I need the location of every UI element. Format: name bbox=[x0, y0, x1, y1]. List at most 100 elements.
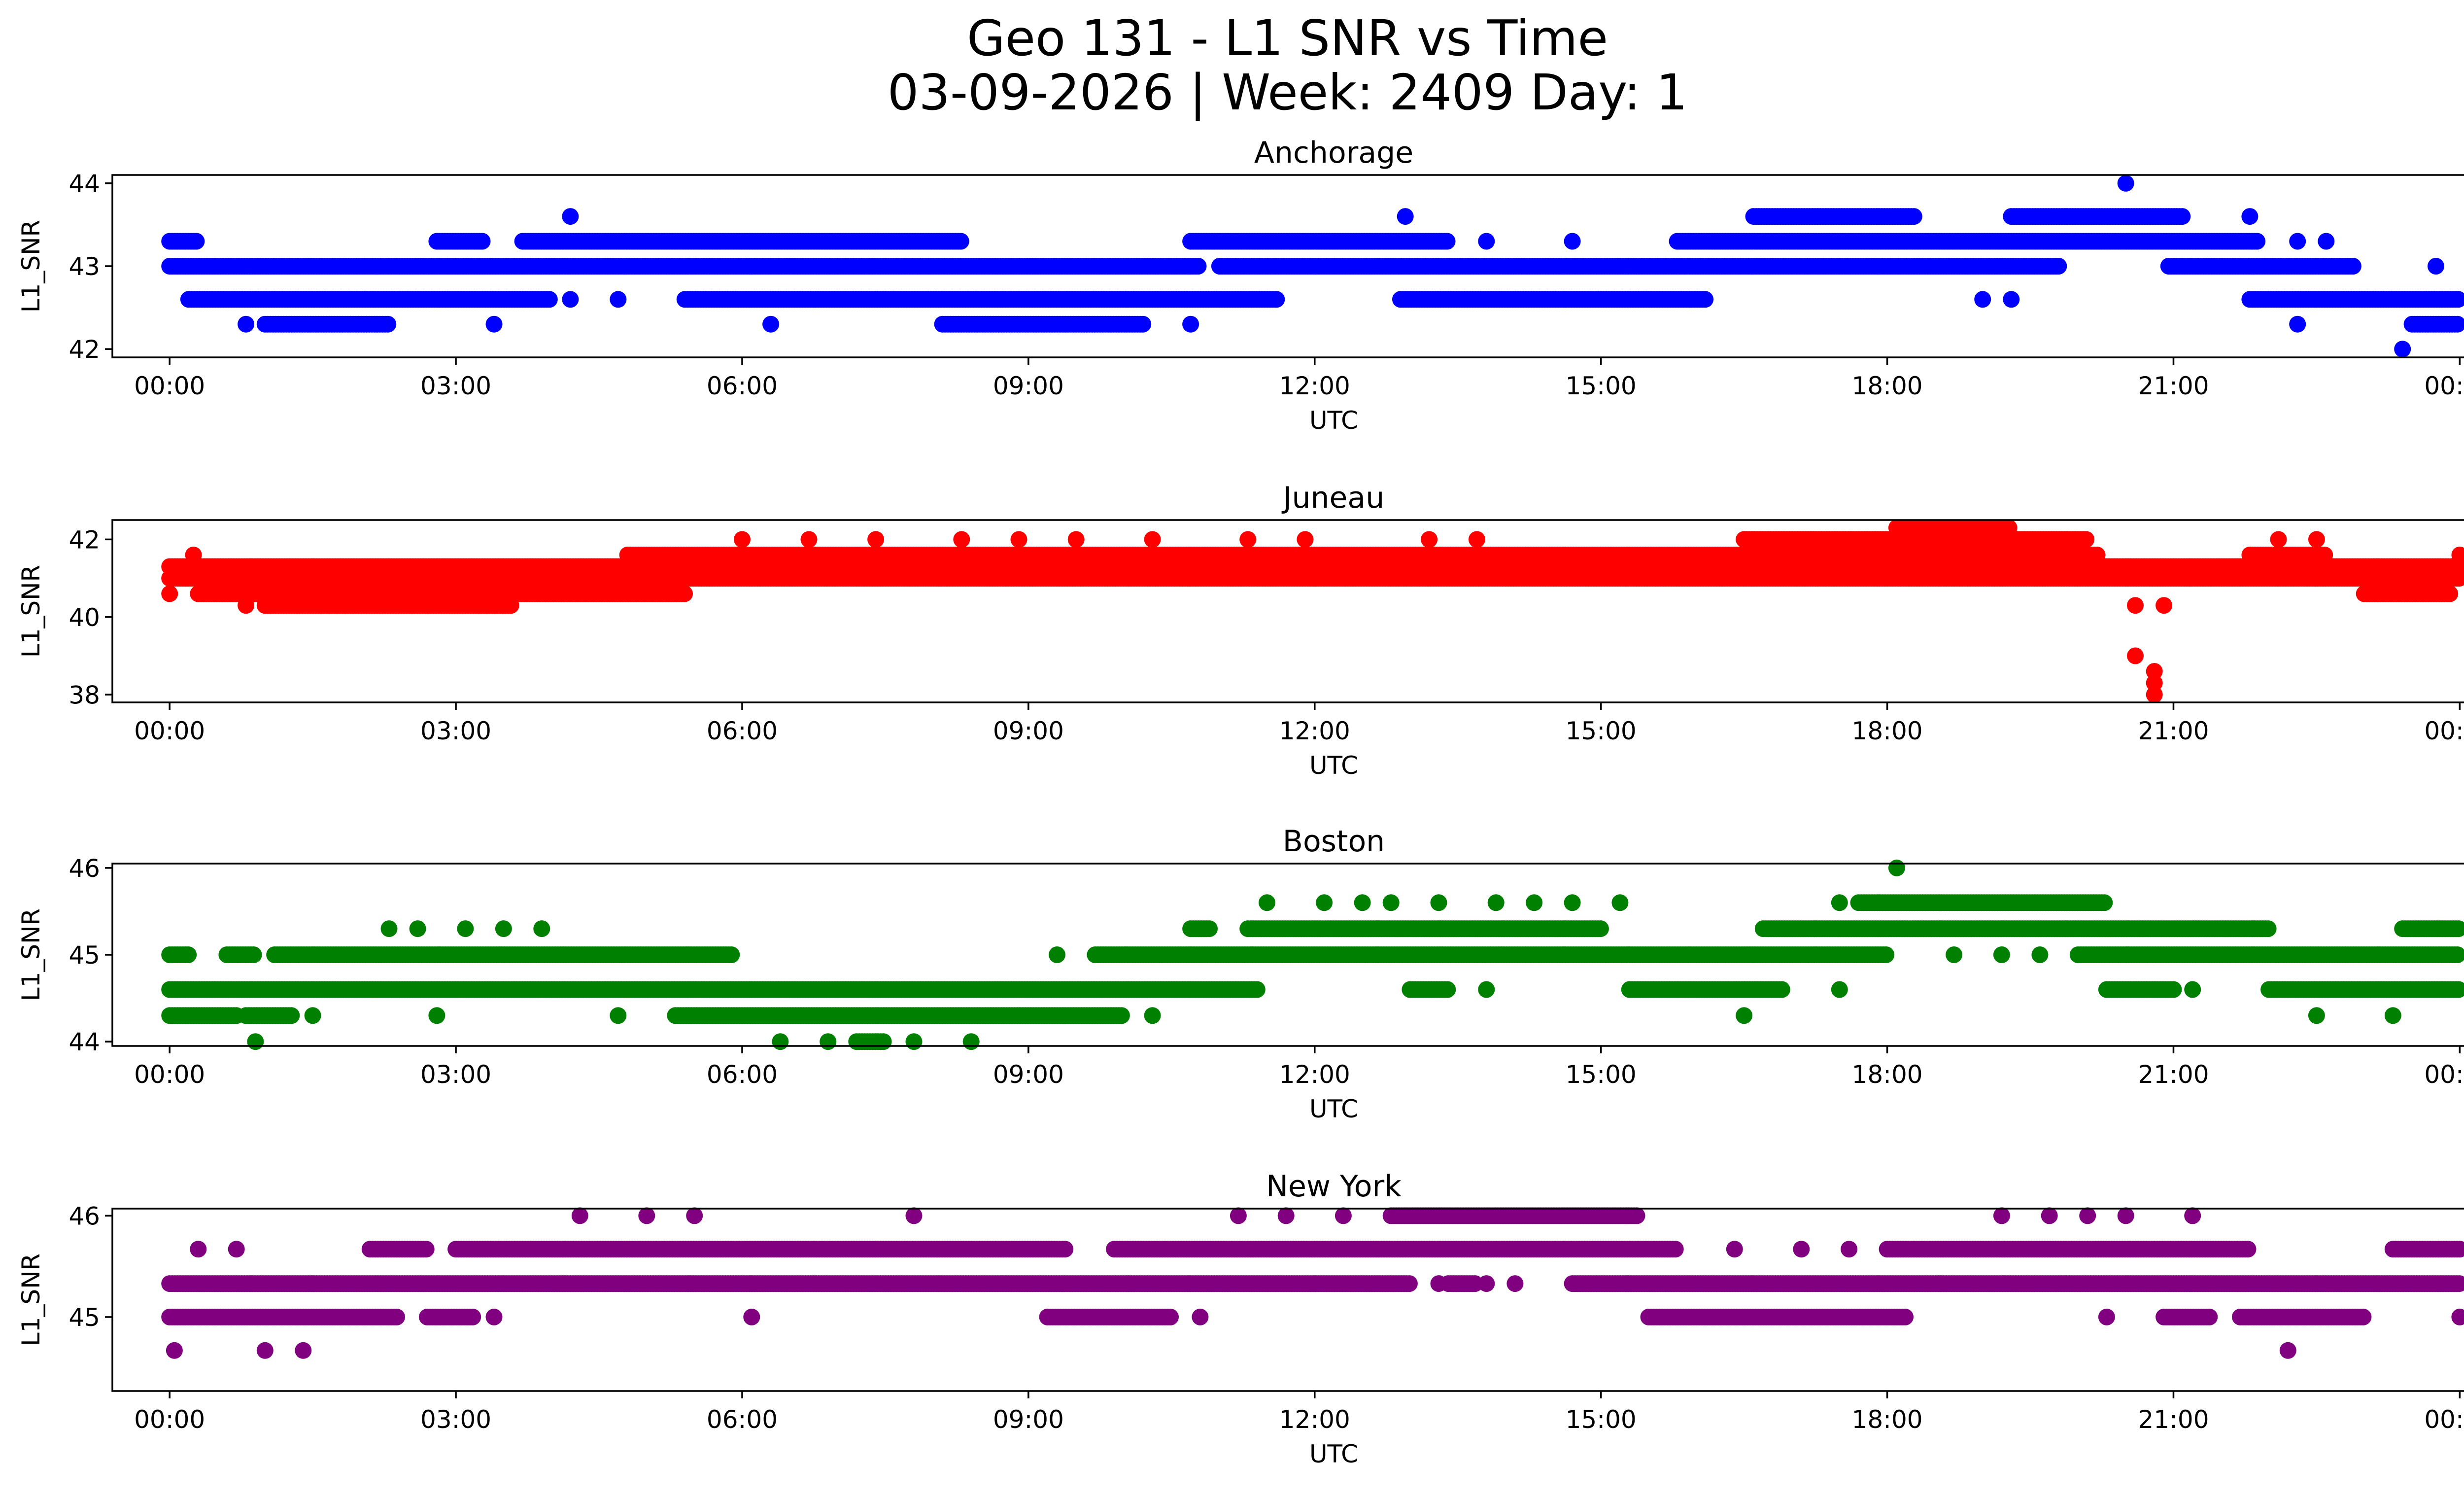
x-tick-label: 09:00 bbox=[993, 717, 1064, 745]
data-point bbox=[2441, 585, 2459, 602]
data-point bbox=[867, 531, 885, 548]
data-point bbox=[2050, 258, 2067, 275]
x-tick-label: 18:00 bbox=[1852, 717, 1923, 745]
x-tick-label: 03:00 bbox=[420, 717, 491, 745]
data-point bbox=[1478, 233, 1495, 250]
data-point bbox=[1010, 531, 1027, 548]
data-point bbox=[800, 531, 818, 548]
data-point bbox=[2270, 531, 2287, 548]
subplot-boston: 00:00 03:00 06:00 09:00 12:00 15:00 18:00 21:00… bbox=[17, 824, 2464, 1123]
x-tick-label: 09:00 bbox=[993, 372, 1064, 400]
x-tick-label: 12:00 bbox=[1279, 372, 1350, 400]
data-point bbox=[379, 315, 397, 333]
data-point bbox=[2449, 315, 2464, 333]
subplot-anchorage: 00:00 03:00 06:00 09:00 12:00 15:00 18:00 21:00… bbox=[17, 136, 2464, 435]
data-point bbox=[2289, 315, 2306, 333]
figure-subtitle: 03-09-2026 | Week: 2409 Day: 1 bbox=[887, 64, 1688, 121]
data-point bbox=[734, 531, 751, 548]
data-point bbox=[1397, 208, 1414, 225]
data-point bbox=[1905, 208, 1922, 225]
y-tick-label: 43 bbox=[68, 252, 100, 281]
y-tick-label: 42 bbox=[68, 335, 100, 364]
y-axis-label: L1_SNR bbox=[17, 565, 45, 658]
x-tick-label: 00:00 bbox=[2424, 372, 2464, 400]
data-point bbox=[2088, 546, 2106, 563]
data-point bbox=[1134, 315, 1152, 333]
data-point bbox=[2289, 233, 2306, 250]
y-tick-label: 38 bbox=[68, 681, 100, 709]
data-point bbox=[2146, 663, 2163, 680]
data-point bbox=[676, 585, 693, 602]
data-point bbox=[2428, 258, 2444, 275]
data-point bbox=[485, 315, 503, 333]
data-point bbox=[1067, 531, 1085, 548]
data-point bbox=[1974, 291, 1991, 308]
data-point bbox=[2146, 686, 2163, 703]
y-axis-label: L1_SNR bbox=[17, 220, 45, 313]
data-point bbox=[1564, 233, 1581, 250]
data-point bbox=[2308, 531, 2325, 548]
x-tick-label: 15:00 bbox=[1566, 372, 1637, 400]
series-markers bbox=[161, 174, 2464, 358]
data-point bbox=[2318, 233, 2335, 250]
data-point bbox=[1144, 531, 1161, 548]
x-tick-label: 03:00 bbox=[420, 372, 491, 400]
subplot-juneau: 00:00 03:00 06:00 09:00 12:00 15:00 18:00 21:00… bbox=[17, 481, 2464, 780]
data-point bbox=[1468, 531, 1485, 548]
series-markers bbox=[161, 859, 2464, 1050]
data-point bbox=[1438, 233, 1456, 250]
figure-title: Geo 131 - L1 SNR vs Time bbox=[967, 9, 1608, 67]
data-point bbox=[2117, 174, 2134, 192]
data-point bbox=[2316, 546, 2333, 563]
data-point bbox=[1268, 291, 1285, 308]
data-point bbox=[2394, 341, 2411, 358]
data-point bbox=[2146, 674, 2163, 692]
x-tick-label: 00:00 bbox=[134, 372, 205, 400]
x-axis-label: UTC bbox=[1309, 751, 1358, 780]
x-tick-label: 21:00 bbox=[2138, 717, 2209, 745]
data-point bbox=[1182, 315, 1199, 333]
x-tick-label: 06:00 bbox=[707, 372, 778, 400]
data-point bbox=[541, 291, 558, 308]
data-point bbox=[1239, 531, 1257, 548]
data-point bbox=[2241, 208, 2259, 225]
data-point bbox=[562, 291, 579, 308]
x-tick-label: 06:00 bbox=[707, 717, 778, 745]
data-point bbox=[762, 315, 780, 333]
data-point bbox=[2078, 531, 2095, 548]
x-tick-label: 21:00 bbox=[2138, 372, 2209, 400]
y-tick-label: 44 bbox=[68, 170, 100, 198]
series-markers bbox=[161, 519, 2464, 703]
data-point bbox=[2450, 291, 2464, 308]
data-point bbox=[238, 315, 255, 333]
data-point bbox=[1421, 531, 1438, 548]
x-tick-label: 12:00 bbox=[1279, 717, 1350, 745]
x-tick-label: 00:00 bbox=[2424, 717, 2464, 745]
subplot-title: Anchorage bbox=[1254, 136, 1413, 170]
data-point bbox=[2003, 291, 2020, 308]
x-tick-label: 15:00 bbox=[1566, 717, 1637, 745]
subplot-title: Juneau bbox=[1281, 481, 1384, 515]
data-point bbox=[562, 208, 579, 225]
data-point bbox=[2127, 597, 2144, 614]
data-point bbox=[502, 597, 519, 614]
x-tick-label: 00:00 bbox=[134, 717, 205, 745]
data-point bbox=[2127, 647, 2144, 664]
y-tick-label: 40 bbox=[68, 603, 100, 632]
data-point bbox=[610, 291, 627, 308]
data-point bbox=[952, 233, 969, 250]
data-point bbox=[953, 531, 970, 548]
data-point bbox=[2000, 519, 2018, 536]
data-point bbox=[2344, 258, 2361, 275]
data-point bbox=[1190, 258, 1207, 275]
data-point bbox=[2451, 570, 2464, 587]
data-point bbox=[238, 597, 255, 614]
data-point bbox=[185, 546, 202, 563]
data-point bbox=[1297, 531, 1314, 548]
data-point bbox=[2174, 208, 2191, 225]
data-point bbox=[474, 233, 491, 250]
axes-frame bbox=[111, 519, 2464, 703]
x-axis-label: UTC bbox=[1309, 406, 1358, 435]
